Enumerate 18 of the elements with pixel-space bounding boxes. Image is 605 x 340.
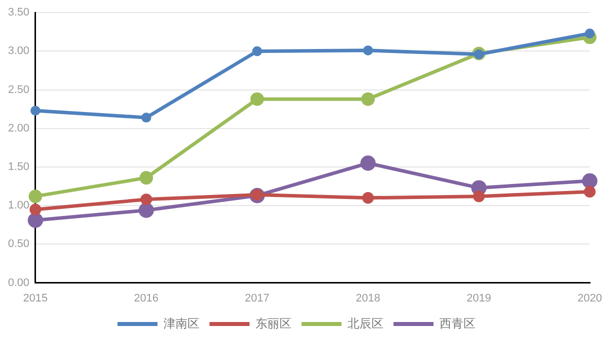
y-tick-label: 0.00 — [8, 276, 30, 289]
legend-label: 西青区 — [440, 316, 476, 330]
legend-label: 北辰区 — [348, 316, 384, 330]
x-tick-label: 2017 — [244, 292, 270, 304]
y-tick-label: 0.50 — [8, 238, 30, 250]
x-tick-label: 2016 — [134, 292, 159, 304]
x-tick-label: 2015 — [23, 292, 48, 304]
y-tick-label: 3.50 — [8, 6, 30, 19]
y-tick-label: 2.00 — [8, 122, 30, 134]
x-tick-label: 2019 — [466, 292, 492, 304]
y-tick-label: 3.00 — [8, 45, 30, 58]
legend-label: 津南区 — [164, 316, 200, 330]
x-tick-label: 2018 — [356, 292, 380, 304]
y-tick-label: 2.50 — [8, 84, 30, 96]
legend-label: 东丽区 — [256, 316, 292, 330]
x-tick-label: 2020 — [578, 292, 602, 304]
y-tick-label: 1.50 — [8, 161, 30, 174]
y-tick-label: 1.00 — [8, 200, 30, 212]
